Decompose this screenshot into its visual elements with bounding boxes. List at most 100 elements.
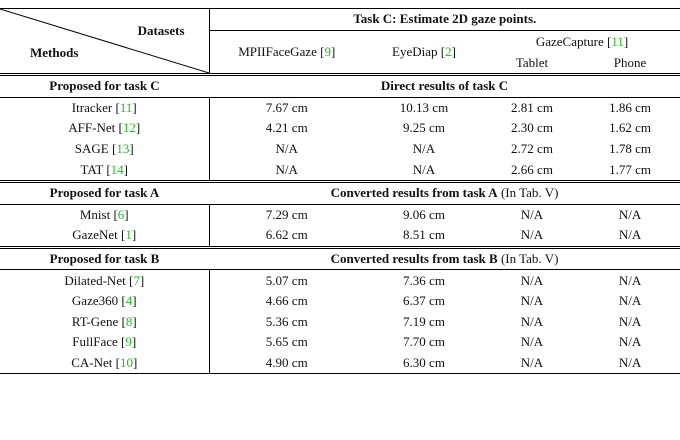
- cite: [9]: [121, 334, 137, 350]
- heading: Converted results from task A: [330, 185, 498, 201]
- data-row: GazeNet [1] 6.62 cm 8.51 cm N/A N/A: [0, 225, 680, 248]
- data-row: FullFace [9] 5.65 cm 7.70 cm N/A N/A: [0, 332, 680, 353]
- cite: [9]: [320, 43, 336, 59]
- task-title: Task C: Estimate 2D gaze points.: [209, 8, 680, 31]
- value-cell: N/A: [275, 141, 298, 157]
- column-header: GazeCapture [11]: [484, 30, 680, 52]
- value-cell: N/A: [520, 206, 544, 222]
- value-cell: 6.30 cm: [403, 355, 445, 371]
- method: SAGE [13]: [0, 138, 210, 160]
- section-title: Proposed for task C: [49, 78, 160, 94]
- value-cell: N/A: [412, 141, 436, 157]
- method: RT-Gene [8]: [0, 311, 210, 333]
- value-cell: N/A: [412, 161, 436, 177]
- value-cell: 1.77 cm: [609, 161, 651, 177]
- value-cell: N/A: [618, 313, 642, 329]
- method-name: Mnist: [79, 206, 111, 222]
- value-cell: N/A: [618, 272, 642, 288]
- value-cell: 5.36 cm: [265, 313, 308, 329]
- method: CA-Net [10]: [0, 352, 210, 374]
- corner-cell: Datasets Methods: [0, 8, 210, 75]
- column-header: MPIIFaceGaze [9]: [209, 30, 364, 74]
- method-name: GazeNet: [72, 227, 118, 243]
- data-row: Mnist [6] 7.29 cm 9.06 cm N/A N/A: [0, 204, 680, 226]
- results-table: Datasets Methods Task C: Estimate 2D gaz…: [0, 8, 680, 374]
- value-cell: N/A: [618, 355, 642, 371]
- method-name: Dilated-Net: [64, 272, 126, 288]
- corner-top: Datasets: [137, 23, 185, 38]
- value-cell: 6.37 cm: [403, 293, 445, 309]
- cite: [4]: [121, 293, 137, 309]
- method-name: Gaze360: [71, 293, 119, 309]
- value-cell: N/A: [520, 313, 544, 329]
- value-cell: 7.29 cm: [265, 206, 308, 222]
- value-cell: 10.13 cm: [399, 99, 449, 115]
- method-name: RT-Gene: [71, 313, 119, 329]
- value-cell: 7.67 cm: [265, 99, 308, 115]
- value-cell: 4.90 cm: [265, 355, 308, 371]
- cite: [11]: [115, 99, 137, 115]
- value-cell: 8.51 cm: [403, 227, 445, 243]
- value-cell: 1.62 cm: [609, 120, 651, 136]
- method: Mnist [6]: [0, 204, 210, 226]
- value-cell: N/A: [520, 293, 544, 309]
- corner-bottom: Methods: [30, 45, 79, 60]
- col-name: MPIIFaceGaze: [238, 43, 317, 59]
- value-cell: 5.07 cm: [265, 272, 308, 288]
- method: TAT [14]: [0, 159, 210, 182]
- value-cell: 9.25 cm: [403, 120, 445, 136]
- value-cell: 2.81 cm: [511, 99, 553, 115]
- section-title: Proposed for task B: [49, 251, 160, 267]
- value-cell: 1.86 cm: [609, 99, 651, 115]
- value-cell: N/A: [618, 293, 642, 309]
- method: AFF-Net [12]: [0, 118, 210, 139]
- method: Gaze360 [4]: [0, 290, 210, 312]
- method: Itracker [11]: [0, 97, 210, 119]
- subcolumn: Phone: [613, 54, 647, 70]
- subcolumn: Tablet: [515, 54, 549, 70]
- cite: [1]: [121, 227, 137, 243]
- value-cell: 2.30 cm: [511, 120, 553, 136]
- value-cell: 4.66 cm: [265, 293, 308, 309]
- cite: [2]: [440, 43, 456, 59]
- cite: [6]: [113, 206, 129, 222]
- data-row: RT-Gene [8] 5.36 cm 7.19 cm N/A N/A: [0, 311, 680, 333]
- data-row: CA-Net [10] 4.90 cm 6.30 cm N/A N/A: [0, 352, 680, 374]
- data-row: AFF-Net [12] 4.21 cm 9.25 cm 2.30 cm 1.62 cm: [0, 118, 680, 139]
- section-heading: Converted results from task A (In Tab. V…: [209, 181, 680, 204]
- data-row: Itracker [11] 7.67 cm 10.13 cm 2.81 cm 1.86 …: [0, 97, 680, 119]
- section-heading: Converted results from task B (In Tab. V…: [209, 247, 680, 270]
- method-name: Itracker: [71, 99, 113, 115]
- method: Dilated-Net [7]: [0, 269, 210, 291]
- cite: [14]: [106, 161, 128, 177]
- note: (In Tab. V): [500, 251, 559, 267]
- value-cell: 2.72 cm: [511, 141, 553, 157]
- method-name: TAT: [80, 161, 104, 177]
- heading: Direct results of task C: [380, 78, 509, 94]
- value-cell: 9.06 cm: [403, 206, 445, 222]
- value-cell: N/A: [520, 272, 544, 288]
- value-cell: N/A: [618, 206, 642, 222]
- method: FullFace [9]: [0, 332, 210, 353]
- value-cell: N/A: [275, 161, 298, 177]
- method-name: CA-Net: [71, 355, 113, 371]
- value-cell: N/A: [618, 227, 642, 243]
- note: (In Tab. V): [500, 185, 559, 201]
- value-cell: 1.78 cm: [609, 141, 651, 157]
- diagonal: [0, 9, 209, 73]
- column-header: EyeDiap [2]: [364, 30, 484, 74]
- cite: [7]: [128, 272, 145, 288]
- section-row: Proposed for task B Converted results fro…: [0, 247, 680, 270]
- cite: [13]: [112, 141, 134, 157]
- value-cell: 5.65 cm: [265, 334, 308, 350]
- value-cell: N/A: [520, 355, 544, 371]
- value-cell: 4.21 cm: [265, 120, 308, 136]
- method: GazeNet [1]: [0, 225, 210, 248]
- method-name: AFF-Net: [68, 120, 116, 136]
- data-row: SAGE [13] N/A N/A 2.72 cm 1.78 cm: [0, 138, 680, 160]
- heading: Converted results from task B: [330, 251, 498, 267]
- cite: [8]: [121, 313, 137, 329]
- cite: [12]: [118, 120, 141, 136]
- col-name: EyeDiap: [392, 43, 438, 59]
- method-name: SAGE: [74, 141, 109, 157]
